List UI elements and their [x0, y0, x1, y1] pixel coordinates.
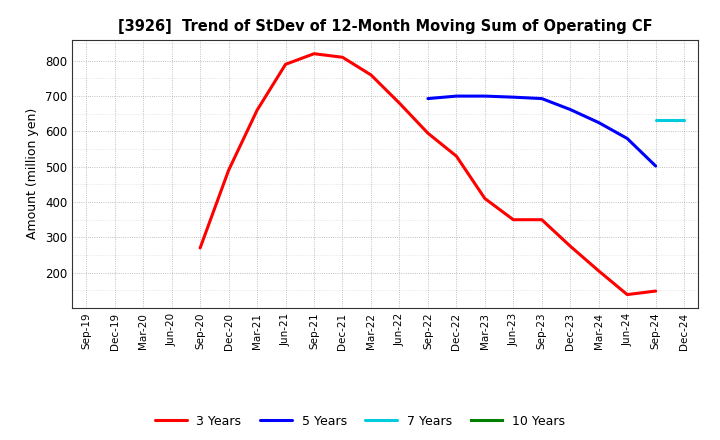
- 5 Years: [652, 163, 660, 169]
- Line: 5 Years: 5 Years: [428, 96, 656, 166]
- 5 Years: [480, 93, 489, 99]
- Y-axis label: Amount (million yen): Amount (million yen): [27, 108, 40, 239]
- 5 Years: [509, 95, 518, 100]
- 3 Years: [253, 108, 261, 113]
- 3 Years: [395, 100, 404, 106]
- Legend: 3 Years, 5 Years, 7 Years, 10 Years: 3 Years, 5 Years, 7 Years, 10 Years: [149, 408, 571, 434]
- 3 Years: [310, 51, 318, 56]
- 5 Years: [537, 96, 546, 101]
- Line: 3 Years: 3 Years: [200, 54, 656, 295]
- 3 Years: [537, 217, 546, 222]
- 3 Years: [282, 62, 290, 67]
- 3 Years: [566, 244, 575, 249]
- 3 Years: [480, 196, 489, 201]
- 3 Years: [452, 154, 461, 159]
- 5 Years: [566, 107, 575, 112]
- 5 Years: [423, 96, 432, 101]
- 3 Years: [366, 72, 375, 77]
- 3 Years: [338, 55, 347, 60]
- 3 Years: [423, 131, 432, 136]
- 3 Years: [595, 268, 603, 274]
- 5 Years: [623, 136, 631, 141]
- 3 Years: [225, 168, 233, 173]
- 3 Years: [623, 292, 631, 297]
- 7 Years: [680, 117, 688, 123]
- 7 Years: [652, 117, 660, 123]
- Title: [3926]  Trend of StDev of 12-Month Moving Sum of Operating CF: [3926] Trend of StDev of 12-Month Moving…: [118, 19, 652, 34]
- 5 Years: [452, 93, 461, 99]
- 3 Years: [509, 217, 518, 222]
- 3 Years: [652, 288, 660, 293]
- 5 Years: [595, 120, 603, 125]
- 3 Years: [196, 246, 204, 251]
